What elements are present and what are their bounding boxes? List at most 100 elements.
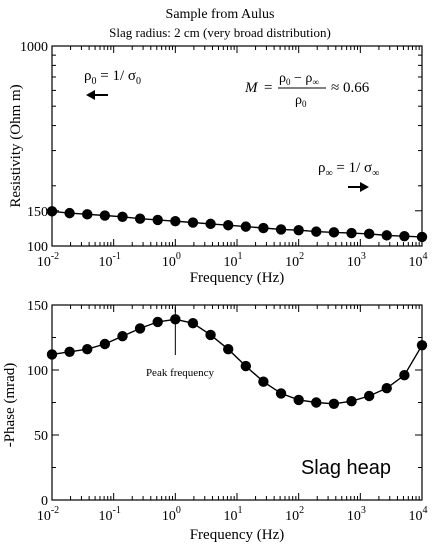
phase-data-point: [82, 344, 93, 355]
resistivity-x-tick-base: 10: [162, 255, 176, 270]
rho0-symbol: ρ: [84, 68, 92, 84]
phase-x-tick-label: 10-2: [37, 505, 59, 524]
resistivity-x-tick-base: 10: [224, 255, 238, 270]
rhoinf-annotation: ρ∞ = 1/ σ∞: [318, 160, 379, 179]
resistivity-data-point: [416, 231, 428, 243]
phase-x-tick-label: 102: [285, 505, 304, 524]
phase-x-tick-base: 10: [162, 509, 176, 524]
phase-x-ticks: 10-2 10-1 100 101 102 103 104: [37, 305, 428, 524]
m-denominator: ρ0: [295, 93, 307, 109]
phase-y-tick-label: 150: [27, 299, 48, 314]
resistivity-x-tick-label: 103: [347, 251, 366, 270]
resistivity-data-point: [275, 224, 287, 235]
phase-x-tick-label: 104: [409, 505, 428, 524]
phase-x-tick-base: 10: [285, 509, 299, 524]
figure-title: Sample from Aulus: [166, 7, 275, 22]
phase-data-point: [381, 383, 392, 394]
resistivity-data-point: [240, 221, 252, 232]
phase-data-point: [293, 394, 304, 406]
resistivity-x-tick-exponent: -1: [112, 251, 120, 262]
phase-data-point: [117, 331, 128, 342]
resistivity-data-point: [293, 224, 304, 236]
resistivity-data-point: [399, 230, 410, 242]
right-arrow-icon: [348, 182, 369, 192]
phase-data-point: [346, 396, 357, 407]
phase-x-tick-label: 10-1: [98, 505, 120, 524]
phase-curve: [51, 318, 423, 405]
resistivity-data-point: [363, 228, 375, 240]
m-numerator: ρ0 − ρ∞: [279, 71, 319, 87]
rhoinf-symbol: ρ: [318, 160, 326, 176]
resistivity-x-tick-base: 10: [285, 255, 299, 270]
phase-points: [46, 314, 428, 409]
phase-x-tick-exponent: 4: [423, 505, 428, 516]
resistivity-x-tick-base: 10: [409, 255, 423, 270]
m-num-rho0: ρ: [279, 71, 286, 86]
phase-data-point: [170, 314, 181, 325]
left-arrow-icon: [86, 90, 108, 100]
resistivity-x-tick-label: 10-2: [37, 251, 59, 270]
resistivity-data-point: [46, 206, 58, 217]
resistivity-x-tick-exponent: 4: [423, 251, 428, 262]
phase-data-point: [416, 340, 428, 351]
resistivity-y-tick-label: 150: [27, 205, 48, 220]
phase-y-tick-label: 0: [41, 494, 48, 509]
phase-data-point: [64, 346, 75, 357]
phase-data-point: [99, 338, 111, 350]
rhoinf-equals: = 1/ σ: [333, 160, 372, 176]
phase-x-tick-base: 10: [98, 509, 112, 524]
sigmainf-subscript: ∞: [372, 168, 379, 179]
resistivity-x-tick-exponent: -2: [51, 251, 59, 262]
resistivity-data-point: [346, 227, 357, 239]
resistivity-y-axis-label: Resistivity (Ohm m): [8, 84, 24, 207]
phase-x-tick-exponent: 1: [238, 505, 243, 516]
phase-x-tick-label: 101: [224, 505, 243, 524]
phase-x-tick-label: 103: [347, 505, 366, 524]
resistivity-x-tick-base: 10: [37, 255, 51, 270]
resistivity-data-point: [258, 222, 269, 234]
resistivity-data-point: [311, 226, 322, 237]
resistivity-data-point: [134, 213, 146, 224]
resistivity-x-tick-label: 10-1: [98, 251, 120, 270]
phase-data-point: [328, 398, 340, 409]
sigma0-subscript: 0: [136, 76, 141, 87]
resistivity-data-point: [381, 230, 392, 241]
phase-data-point: [152, 316, 163, 328]
m-num-minus-rho: − ρ: [291, 71, 313, 86]
phase-x-tick-exponent: 3: [361, 505, 366, 516]
resistivity-data-point: [170, 216, 181, 227]
phase-x-tick-base: 10: [409, 509, 423, 524]
phase-x-tick-exponent: 0: [176, 505, 181, 516]
resistivity-data-point: [99, 210, 111, 221]
phase-data-point: [205, 329, 216, 341]
phase-y-tick-label: 100: [27, 364, 48, 379]
phase-x-tick-exponent: -2: [51, 505, 59, 516]
phase-y-ticks: 0 50 100 150: [27, 299, 422, 509]
m-num-rhoinf-sub: ∞: [312, 77, 318, 87]
phase-data-point: [275, 388, 287, 399]
resistivity-x-tick-label: 101: [224, 251, 243, 270]
phase-data-point: [187, 318, 199, 329]
rho0-subscript: 0: [92, 76, 97, 87]
phase-x-tick-exponent: -1: [112, 505, 120, 516]
phase-data-point: [240, 360, 252, 372]
resistivity-curve: [51, 210, 423, 238]
peak-frequency-label: Peak frequency: [146, 367, 215, 379]
phase-x-axis-label: Frequency (Hz): [190, 527, 285, 543]
m-equals: =: [264, 80, 272, 96]
phase-x-tick-label: 100: [162, 505, 181, 524]
phase-y-axis-label: -Phase (mrad): [2, 363, 18, 448]
phase-data-point: [399, 370, 410, 381]
phase-data-point: [134, 323, 146, 334]
resistivity-y-tick-label: 1000: [20, 40, 48, 55]
resistivity-x-tick-label: 100: [162, 251, 181, 270]
m-num-rho0-sub: 0: [286, 77, 291, 87]
resistivity-x-tick-exponent: 0: [176, 251, 181, 262]
phase-x-tick-base: 10: [37, 509, 51, 524]
resistivity-x-axis-label: Frequency (Hz): [190, 270, 285, 286]
resistivity-data-point: [82, 209, 93, 220]
phase-y-tick-label: 50: [34, 429, 48, 444]
rho0-equals: = 1/ σ: [97, 68, 136, 84]
